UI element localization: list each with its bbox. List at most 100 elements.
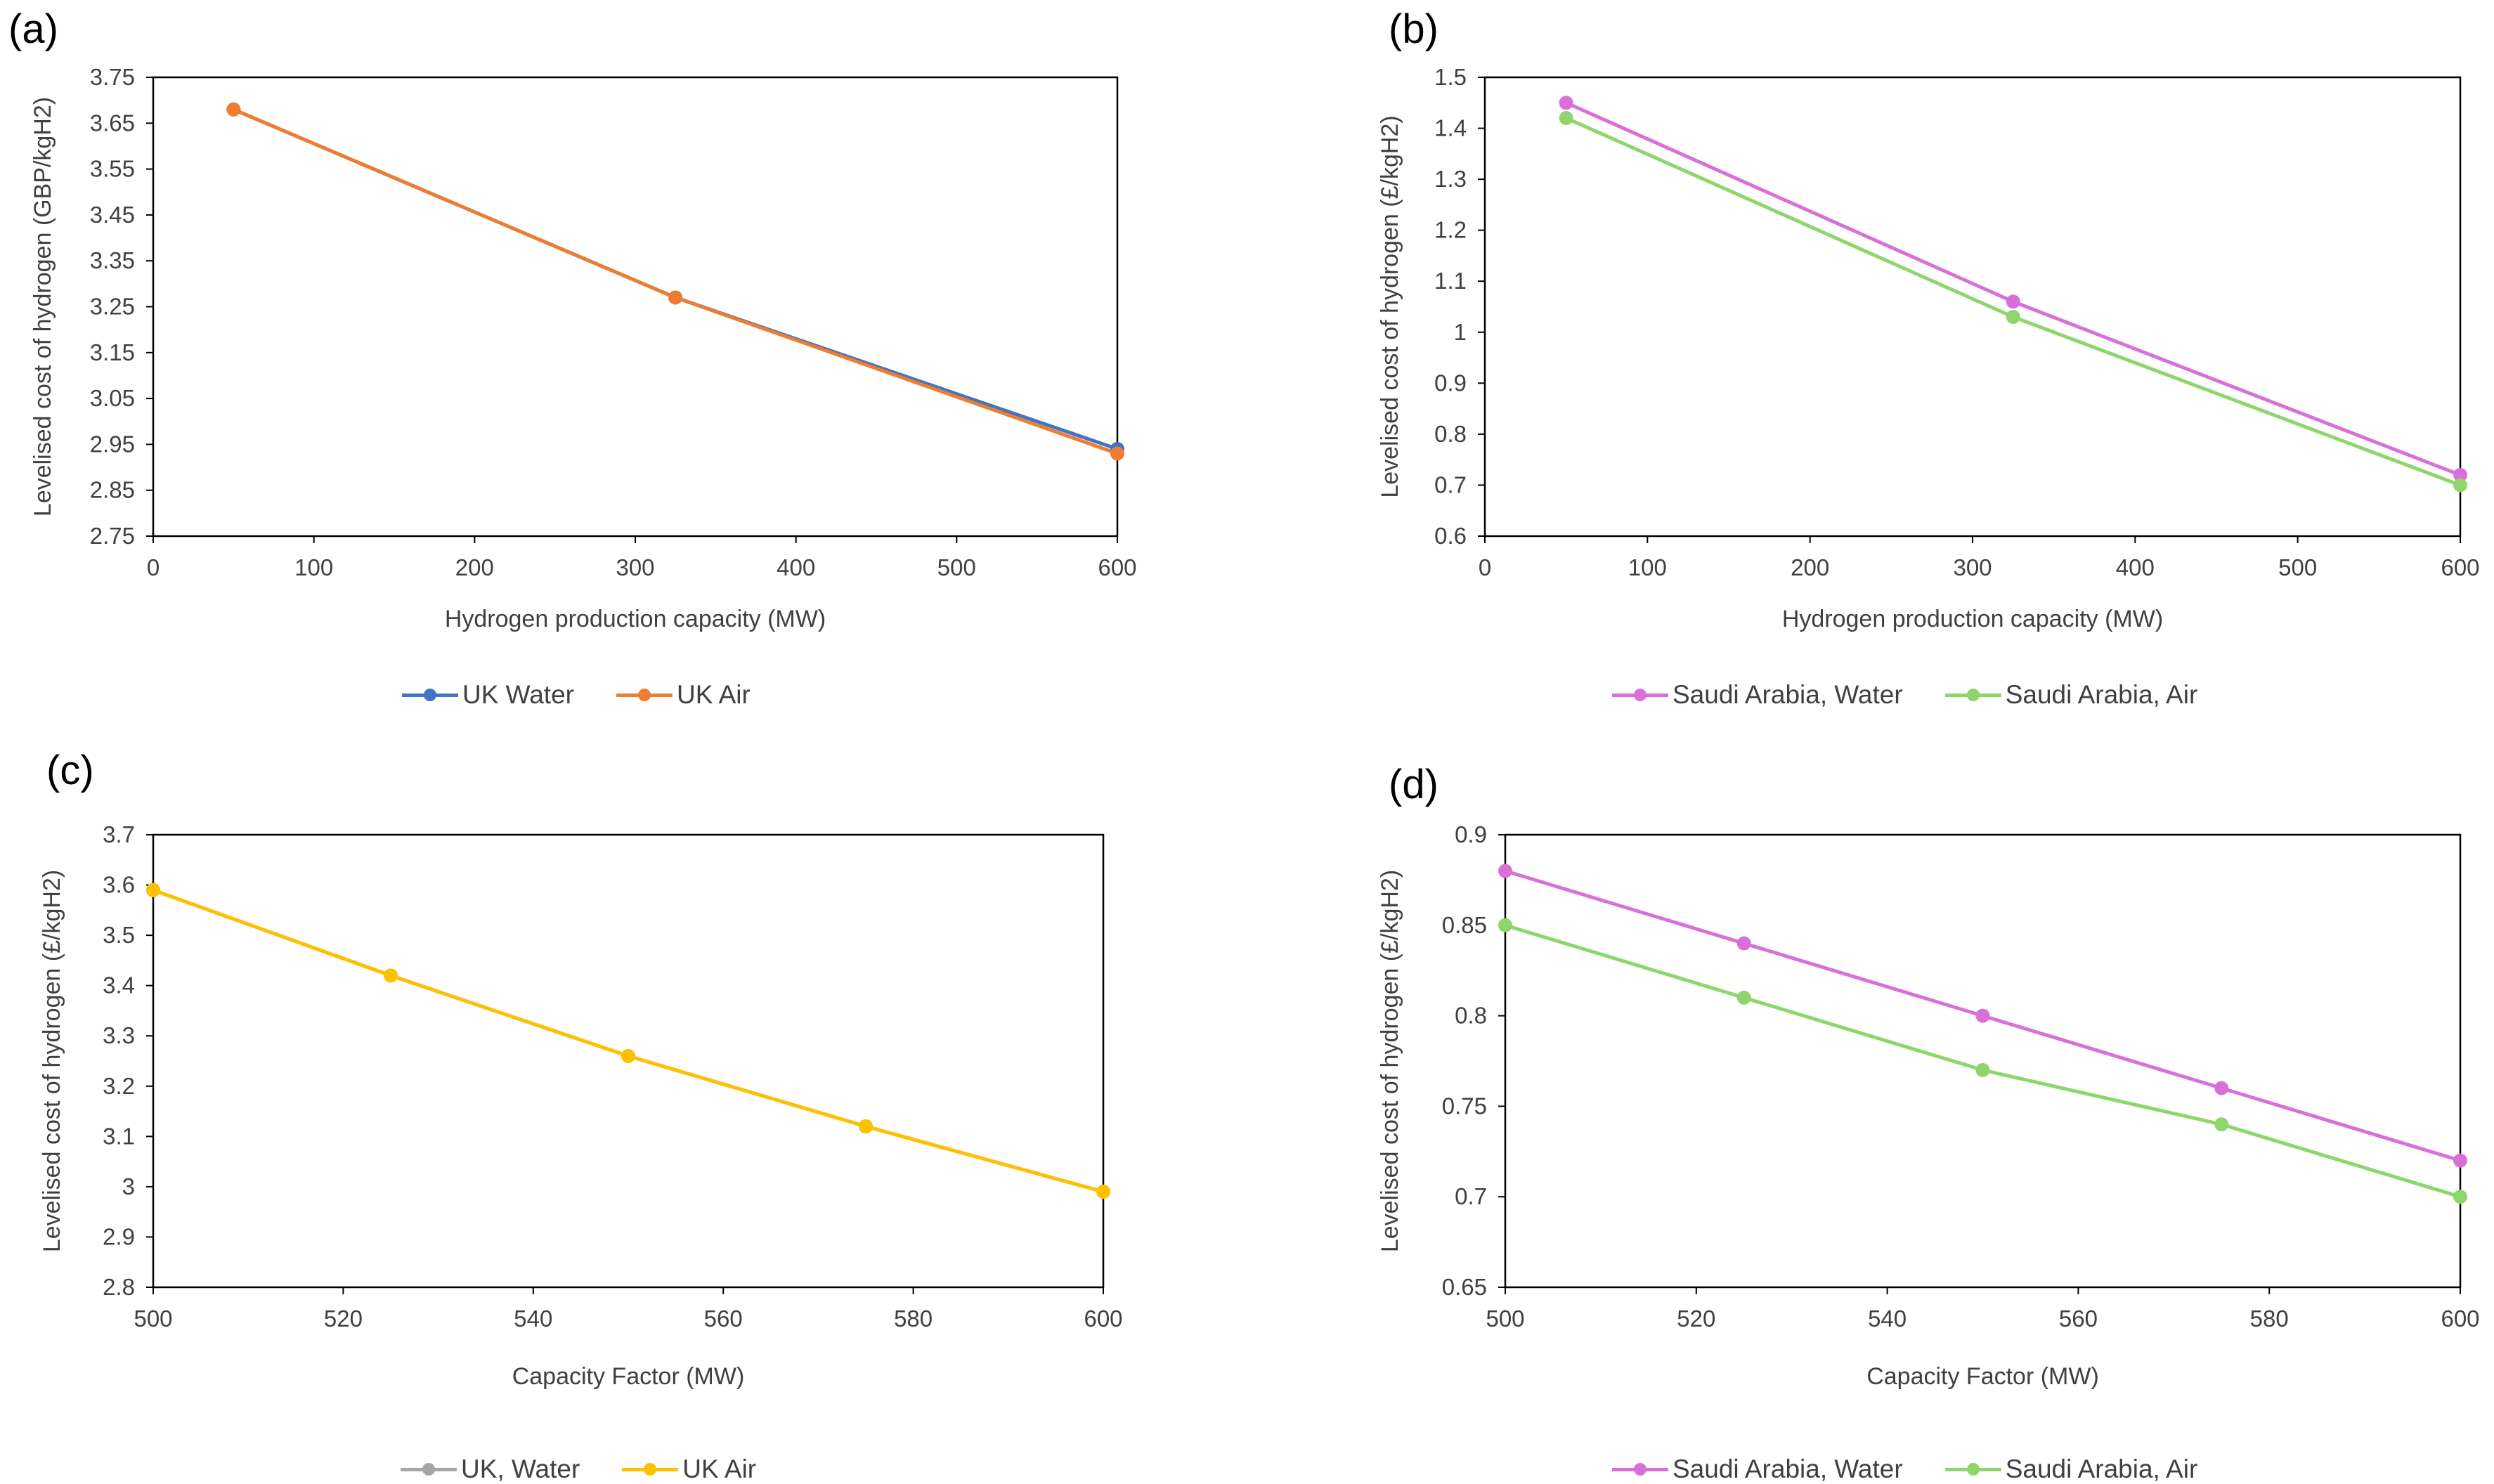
chart-b-svg: 0 100 200 300 400 500 600 0.6 0.7 0.8 0.9 1 1.1 1.2 1.…	[1377, 64, 2480, 632]
y-tick-label: 0.75	[1442, 1093, 1487, 1119]
legend-swatch	[1944, 689, 2001, 701]
x-tick-label: 0	[1479, 554, 1491, 580]
legend-label: Saudi Arabia, Air	[2005, 1454, 2198, 1483]
x-tick-label: 500	[2278, 554, 2317, 580]
y-tick-label: 1	[1454, 319, 1467, 345]
x-axis-title: Capacity Factor (MW)	[1866, 1363, 2099, 1390]
legend-item: UK Water	[402, 680, 574, 710]
x-tick-label: 400	[777, 554, 815, 580]
y-tick-label: 2.8	[103, 1274, 135, 1300]
data-point	[146, 883, 160, 897]
y-tick-label: 0.7	[1434, 471, 1467, 497]
legend: Saudi Arabia, Water Saudi Arabia, Air	[1612, 1454, 2197, 1484]
y-tick-label: 3.1	[103, 1123, 135, 1149]
x-tick-label: 580	[2250, 1306, 2289, 1332]
legend: Saudi Arabia, Water Saudi Arabia, Air	[1612, 680, 2197, 710]
x-tick-label: 580	[894, 1306, 933, 1332]
x-tick-label: 560	[704, 1306, 743, 1332]
chart-a-svg: 0 100 200 300 400 500 600 2.75 2.85 2.95 3.05 3.15 3…	[30, 64, 1137, 632]
x-tick-label: 540	[514, 1306, 552, 1332]
x-tick-label: 100	[294, 554, 333, 580]
x-axis-title: Hydrogen production capacity (MW)	[445, 606, 826, 632]
y-tick-label: 0.85	[1442, 912, 1487, 938]
data-point	[621, 1048, 635, 1063]
legend-label: UK, Water	[461, 1454, 580, 1483]
panel-label: (a)	[8, 6, 58, 52]
panel-label: (c)	[46, 748, 94, 793]
legend-label: Saudi Arabia, Water	[1673, 680, 1903, 709]
x-tick-label: 400	[2116, 554, 2155, 580]
y-tick-label: 1.5	[1434, 64, 1467, 90]
data-point	[2214, 1117, 2229, 1132]
plot-area	[152, 76, 1119, 538]
x-tick-label: 600	[1098, 554, 1136, 580]
y-tick-label: 3.7	[103, 821, 135, 847]
data-point	[1096, 1185, 1110, 1199]
legend-swatch	[622, 1463, 679, 1476]
y-tick-label: 3.75	[90, 64, 135, 90]
y-tick-label: 0.8	[1434, 421, 1467, 447]
data-point	[1975, 1008, 1990, 1023]
y-tick-label: 0.7	[1455, 1183, 1487, 1209]
legend-swatch	[1612, 1463, 1668, 1476]
legend-label: Saudi Arabia, Air	[2005, 680, 2198, 709]
x-tick-label: 520	[1677, 1306, 1715, 1332]
x-tick-label: 100	[1628, 554, 1667, 580]
legend-swatch	[401, 1463, 457, 1476]
x-tick-label: 200	[1791, 554, 1829, 580]
legend: UK Water UK Air	[402, 680, 751, 710]
data-point	[2453, 467, 2467, 482]
y-tick-label: 3.4	[103, 972, 135, 998]
plot-area	[152, 833, 1105, 1289]
y-tick-label: 0.65	[1442, 1274, 1487, 1300]
data-point	[668, 290, 683, 305]
legend-label: UK Water	[462, 680, 574, 709]
series-line	[233, 108, 1118, 451]
data-point	[1559, 96, 1573, 110]
legend-item: UK, Water	[401, 1454, 580, 1484]
data-point	[1498, 864, 1512, 878]
y-tick-label: 0.8	[1455, 1003, 1487, 1029]
legend-swatch	[1612, 689, 1668, 701]
x-tick-label: 300	[616, 554, 654, 580]
data-point	[2006, 294, 2020, 309]
data-point	[1736, 936, 1751, 951]
y-tick-label: 3.55	[90, 156, 135, 182]
data-point	[2214, 1081, 2229, 1095]
x-axis-title: Capacity Factor (MW)	[512, 1363, 745, 1390]
chart-panel-d: (d) 500 520 540 560 580 600 0.65 0.7 0.75 0.8 0.85…	[1247, 740, 2494, 1483]
y-tick-label: 2.75	[90, 523, 135, 549]
chart-panel-b: (b) 0 100 200 300 400 500 600 0.6 0.7 0.8 0.9 1 1.1 1…	[1247, 0, 2494, 740]
y-tick-label: 3.05	[90, 385, 135, 411]
x-tick-label: 500	[1486, 1306, 1524, 1332]
legend-label: UK Air	[676, 680, 751, 709]
y-tick-label: 3.45	[90, 202, 135, 228]
y-tick-label: 3.2	[103, 1073, 135, 1099]
y-tick-label: 3.15	[90, 339, 135, 365]
legend-item: UK Air	[616, 680, 751, 710]
x-tick-label: 200	[455, 554, 494, 580]
y-tick-label: 3.35	[90, 247, 135, 273]
legend-item: Saudi Arabia, Water	[1612, 680, 1903, 710]
x-tick-label: 600	[1084, 1306, 1122, 1332]
data-point	[1559, 111, 1573, 126]
data-point	[1975, 1062, 1990, 1077]
legend-swatch	[616, 689, 673, 701]
series-line	[152, 888, 1104, 1194]
data-point	[2453, 1190, 2467, 1204]
chart-panel-a: (a) 0 100 200 300 400 500 600 2.75 2.85 2.95 3.05 3…	[0, 0, 1247, 740]
y-tick-label: 3.6	[103, 872, 135, 898]
x-tick-label: 520	[324, 1306, 363, 1332]
y-tick-label: 1.2	[1434, 217, 1467, 243]
y-tick-label: 1.1	[1434, 268, 1467, 294]
chart-c-svg: 500 520 540 560 580 600 2.8 2.9 3 3.1 3.2 3.3 3.4 3.5…	[39, 821, 1123, 1390]
x-axis-title: Hydrogen production capacity (MW)	[1782, 606, 2163, 632]
data-point	[1736, 990, 1751, 1005]
y-axis-title: Levelised cost of hydrogen (£/kgH2)	[1377, 870, 1403, 1252]
y-tick-label: 0.9	[1434, 370, 1467, 396]
x-tick-label: 300	[1953, 554, 1992, 580]
data-point	[384, 968, 398, 983]
panel-label: (d)	[1389, 762, 1438, 807]
y-axis-title: Levelised cost of hydrogen (£/kgH2)	[1377, 115, 1403, 497]
data-point	[2453, 478, 2467, 493]
